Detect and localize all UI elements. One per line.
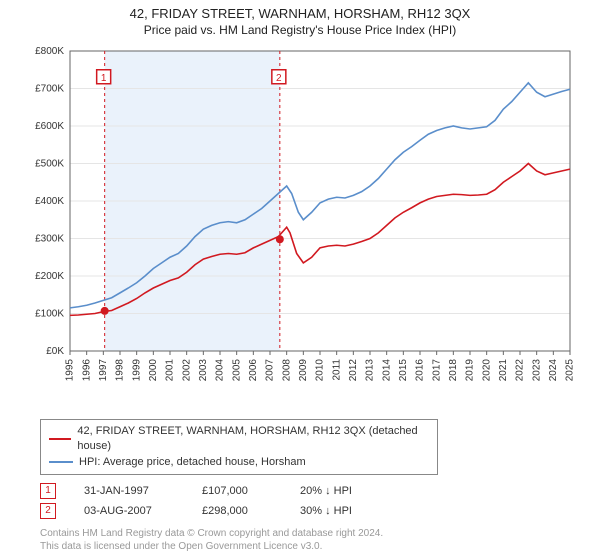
attribution-line: Contains HM Land Registry data © Crown c… [40,527,600,540]
chart-title: 42, FRIDAY STREET, WARNHAM, HORSHAM, RH1… [0,0,600,21]
svg-text:2008: 2008 [281,359,292,382]
svg-text:2010: 2010 [315,359,326,382]
svg-text:£0K: £0K [46,346,64,357]
svg-text:1997: 1997 [98,359,109,382]
attribution-text: Contains HM Land Registry data © Crown c… [40,527,600,553]
svg-text:1995: 1995 [65,359,76,382]
legend-swatch [49,461,73,463]
svg-text:1999: 1999 [131,359,142,382]
svg-text:2022: 2022 [515,359,526,382]
legend-swatch [49,438,71,440]
svg-text:2006: 2006 [248,359,259,382]
marker-row: 2 03-AUG-2007 £298,000 30% ↓ HPI [40,501,600,521]
legend-row: HPI: Average price, detached house, Hors… [49,455,429,470]
svg-text:2019: 2019 [465,359,476,382]
svg-text:£800K: £800K [35,46,64,57]
marker-delta: 30% ↓ HPI [300,505,352,517]
svg-text:2011: 2011 [331,359,342,381]
svg-text:2005: 2005 [231,359,242,382]
marker-table: 1 31-JAN-1997 £107,000 20% ↓ HPI 2 03-AU… [40,481,600,521]
svg-text:2025: 2025 [565,359,576,382]
svg-text:2014: 2014 [381,359,392,382]
legend-row: 42, FRIDAY STREET, WARNHAM, HORSHAM, RH1… [49,424,429,455]
svg-text:2003: 2003 [198,359,209,382]
marker-badge: 1 [40,483,56,499]
svg-text:2024: 2024 [548,359,559,382]
svg-text:£400K: £400K [35,196,64,207]
svg-text:1998: 1998 [115,359,126,382]
legend-box: 42, FRIDAY STREET, WARNHAM, HORSHAM, RH1… [40,419,438,475]
legend-label: 42, FRIDAY STREET, WARNHAM, HORSHAM, RH1… [77,424,429,455]
svg-text:2016: 2016 [415,359,426,382]
svg-text:£600K: £600K [35,121,64,132]
marker-badge: 2 [40,503,56,519]
svg-text:2012: 2012 [348,359,359,382]
svg-text:2015: 2015 [398,359,409,382]
svg-text:2013: 2013 [365,359,376,382]
svg-text:2: 2 [276,73,282,84]
svg-text:£200K: £200K [35,271,64,282]
svg-text:£100K: £100K [35,309,64,320]
marker-delta: 20% ↓ HPI [300,485,352,497]
svg-text:2000: 2000 [148,359,159,382]
svg-text:2021: 2021 [498,359,509,382]
svg-text:2009: 2009 [298,359,309,382]
attribution-line: This data is licensed under the Open Gov… [40,540,600,553]
marker-price: £107,000 [202,485,272,497]
chart-subtitle: Price paid vs. HM Land Registry's House … [0,21,600,41]
marker-price: £298,000 [202,505,272,517]
svg-text:2017: 2017 [431,359,442,382]
price-chart-svg: £0K £100K £200K £300K £400K £500K £600K £700K £8… [20,41,580,411]
svg-text:2023: 2023 [531,359,542,382]
svg-text:£300K: £300K [35,234,64,245]
marker-date: 31-JAN-1997 [84,485,174,497]
legend-label: HPI: Average price, detached house, Hors… [79,455,306,470]
svg-text:£500K: £500K [35,159,64,170]
svg-text:£700K: £700K [35,84,64,95]
svg-text:1996: 1996 [81,359,92,382]
svg-text:2004: 2004 [215,359,226,382]
marker-date: 03-AUG-2007 [84,505,174,517]
marker-row: 1 31-JAN-1997 £107,000 20% ↓ HPI [40,481,600,501]
svg-text:2020: 2020 [481,359,492,382]
chart-area: £0K £100K £200K £300K £400K £500K £600K £700K £8… [20,41,580,411]
svg-text:2001: 2001 [165,359,176,382]
svg-text:2018: 2018 [448,359,459,382]
svg-text:1: 1 [101,73,107,84]
svg-text:2002: 2002 [181,359,192,382]
svg-text:2007: 2007 [265,359,276,382]
